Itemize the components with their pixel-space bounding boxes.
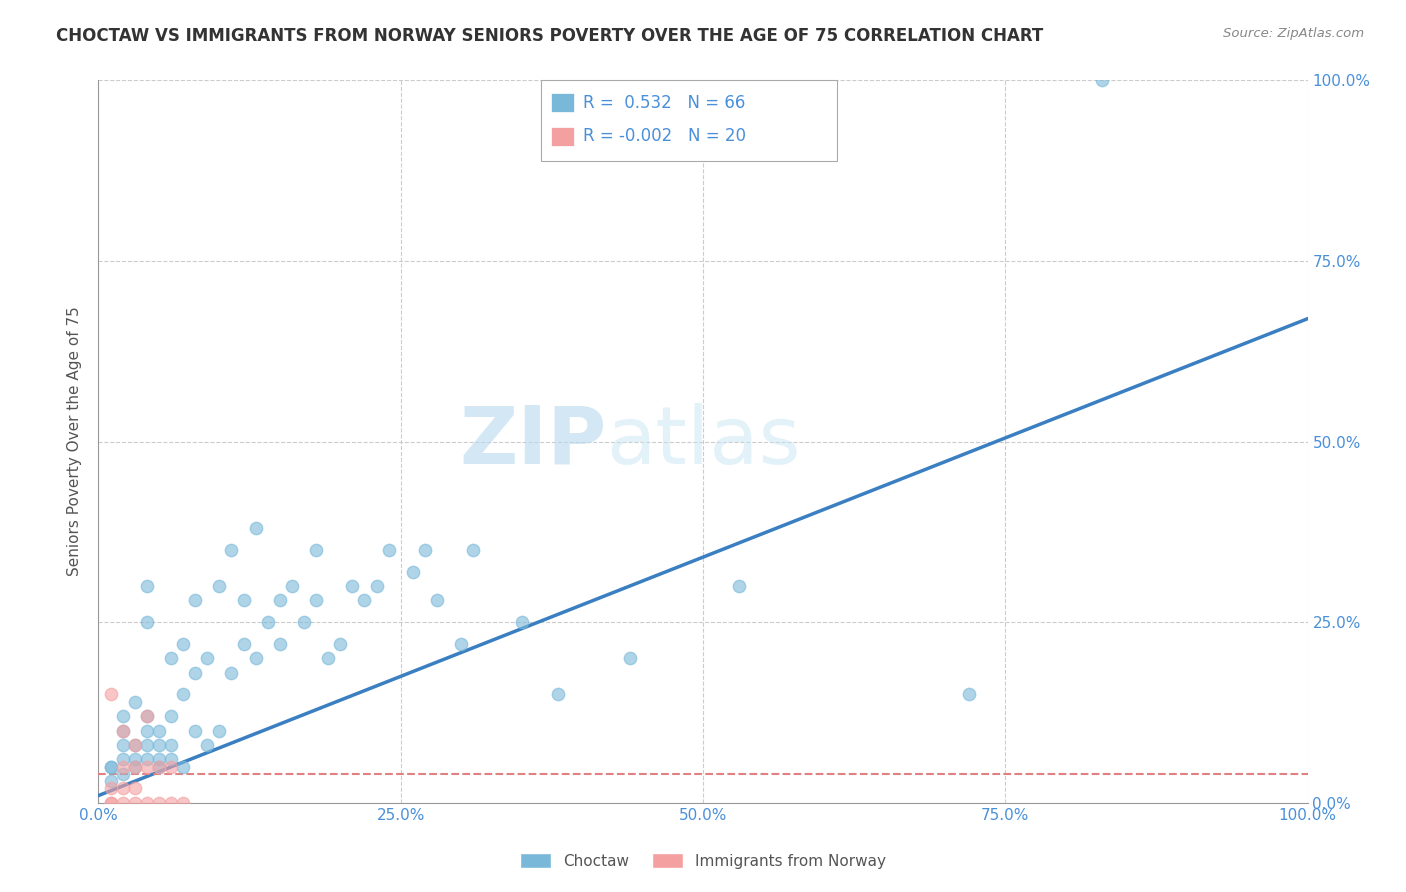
Text: CHOCTAW VS IMMIGRANTS FROM NORWAY SENIORS POVERTY OVER THE AGE OF 75 CORRELATION: CHOCTAW VS IMMIGRANTS FROM NORWAY SENIOR… xyxy=(56,27,1043,45)
Point xyxy=(135,760,157,774)
Point xyxy=(450,637,472,651)
Point xyxy=(111,796,134,810)
Point xyxy=(160,709,183,723)
Point xyxy=(547,687,569,701)
Point xyxy=(172,760,194,774)
Text: R =  0.532   N = 66: R = 0.532 N = 66 xyxy=(583,94,745,112)
Point xyxy=(160,760,183,774)
Point xyxy=(124,738,146,752)
Point xyxy=(100,760,122,774)
Point xyxy=(728,579,751,593)
Point xyxy=(269,593,291,607)
Point xyxy=(148,760,170,774)
Point xyxy=(305,542,328,557)
Point xyxy=(148,760,170,774)
Point xyxy=(172,796,194,810)
Point xyxy=(135,709,157,723)
Point xyxy=(463,542,485,557)
Point xyxy=(413,542,436,557)
Point xyxy=(377,542,399,557)
Point xyxy=(292,615,315,630)
Point xyxy=(111,738,134,752)
Point xyxy=(135,738,157,752)
Point xyxy=(100,781,122,796)
Point xyxy=(195,738,218,752)
Point xyxy=(208,579,231,593)
Point xyxy=(232,593,254,607)
Point xyxy=(160,738,183,752)
Point xyxy=(124,752,146,766)
Point xyxy=(100,796,122,810)
Point xyxy=(256,615,278,630)
Point xyxy=(366,579,388,593)
Point xyxy=(111,767,134,781)
Point xyxy=(111,709,134,723)
Text: R = -0.002   N = 20: R = -0.002 N = 20 xyxy=(583,128,747,145)
Point xyxy=(135,709,157,723)
Point xyxy=(619,651,641,665)
Point xyxy=(135,615,157,630)
Text: ZIP: ZIP xyxy=(458,402,606,481)
Point xyxy=(281,579,304,593)
Point xyxy=(135,752,157,766)
Point xyxy=(1091,73,1114,87)
Legend: Choctaw, Immigrants from Norway: Choctaw, Immigrants from Norway xyxy=(515,847,891,875)
Text: Source: ZipAtlas.com: Source: ZipAtlas.com xyxy=(1223,27,1364,40)
Point xyxy=(160,752,183,766)
Point xyxy=(245,521,267,535)
Point xyxy=(148,752,170,766)
Point xyxy=(172,687,194,701)
Point xyxy=(111,752,134,766)
Point xyxy=(148,738,170,752)
Point xyxy=(111,781,134,796)
Point xyxy=(269,637,291,651)
Point xyxy=(160,796,183,810)
Point xyxy=(184,593,207,607)
Point xyxy=(208,723,231,738)
Point xyxy=(100,796,122,810)
Point xyxy=(135,796,157,810)
Point xyxy=(124,760,146,774)
Point xyxy=(221,665,243,680)
Point xyxy=(148,723,170,738)
Point xyxy=(124,695,146,709)
Point xyxy=(100,760,122,774)
Point xyxy=(135,579,157,593)
Point xyxy=(100,774,122,789)
Point xyxy=(124,738,146,752)
Point xyxy=(124,760,146,774)
Point xyxy=(957,687,980,701)
Point xyxy=(245,651,267,665)
Point xyxy=(221,542,243,557)
Point xyxy=(172,637,194,651)
Point xyxy=(135,723,157,738)
Point xyxy=(111,723,134,738)
Point xyxy=(111,760,134,774)
Point xyxy=(329,637,352,651)
Point xyxy=(124,781,146,796)
Text: atlas: atlas xyxy=(606,402,800,481)
Point xyxy=(316,651,339,665)
Point xyxy=(184,665,207,680)
Point xyxy=(342,579,364,593)
Point xyxy=(111,723,134,738)
Point xyxy=(148,796,170,810)
Point xyxy=(124,796,146,810)
Point xyxy=(426,593,449,607)
Point xyxy=(160,651,183,665)
Point xyxy=(510,615,533,630)
Point xyxy=(184,723,207,738)
Point xyxy=(402,565,425,579)
Point xyxy=(232,637,254,651)
Point xyxy=(305,593,328,607)
Point xyxy=(195,651,218,665)
Y-axis label: Seniors Poverty Over the Age of 75: Seniors Poverty Over the Age of 75 xyxy=(67,307,83,576)
Point xyxy=(100,687,122,701)
Point xyxy=(353,593,375,607)
